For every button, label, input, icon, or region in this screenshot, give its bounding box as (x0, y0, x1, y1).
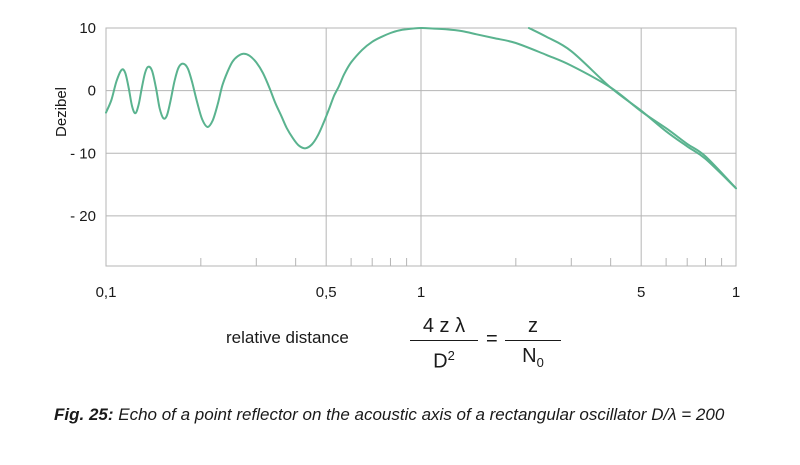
equals-sign: = (486, 328, 498, 350)
fraction-left-denominator: D2 (410, 341, 478, 373)
series-line-asymptote (527, 27, 737, 190)
fraction-right-bar (505, 340, 561, 341)
x-tick-labels: 0,1 0,5 1 5 1 (96, 284, 741, 300)
fraction-left-numerator: 4 z λ (422, 315, 466, 337)
x-tick-label: 0,5 (316, 284, 337, 300)
fraction-left: 4 z λ D2 (410, 312, 478, 373)
x-tick-label: 5 (637, 284, 645, 300)
series-line-echo (105, 26, 737, 190)
x-tick-label: 1 (417, 284, 425, 300)
series-layer (105, 26, 737, 190)
x-minor-ticks (200, 258, 723, 266)
near-field-symbol: N (522, 345, 537, 367)
y-tick-label: - 10 (70, 145, 96, 162)
echo-chart: 10 0 - 10 - 20 0,1 0,5 1 5 1 Dezibel (53, 20, 741, 300)
y-tick-labels: 10 0 - 10 - 20 (70, 20, 96, 225)
fraction-right-numerator: z (528, 315, 538, 337)
x-tick-label: 1 (732, 284, 740, 300)
caption-text: Echo of a point reflector on the acousti… (113, 405, 725, 424)
y-tick-label: 0 (88, 83, 96, 100)
denominator-base: D (433, 350, 448, 373)
chart-grid (106, 27, 737, 266)
y-axis-title: Dezibel (53, 87, 70, 137)
denominator-exponent: 2 (447, 348, 455, 363)
x-tick-label: 0,1 (96, 284, 117, 300)
fraction-right: z N0 (505, 312, 561, 371)
fraction-right-denominator: N0 (505, 341, 561, 371)
y-tick-label: - 20 (70, 208, 96, 225)
figure-caption: Fig. 25: Echo of a point reflector on th… (54, 404, 754, 426)
near-field-subscript: 0 (536, 355, 544, 370)
x-axis-title: relative distance (226, 328, 349, 347)
figure-number: Fig. 25: (54, 405, 114, 424)
fraction-left-bar (410, 340, 478, 341)
y-tick-label: 10 (79, 20, 96, 37)
